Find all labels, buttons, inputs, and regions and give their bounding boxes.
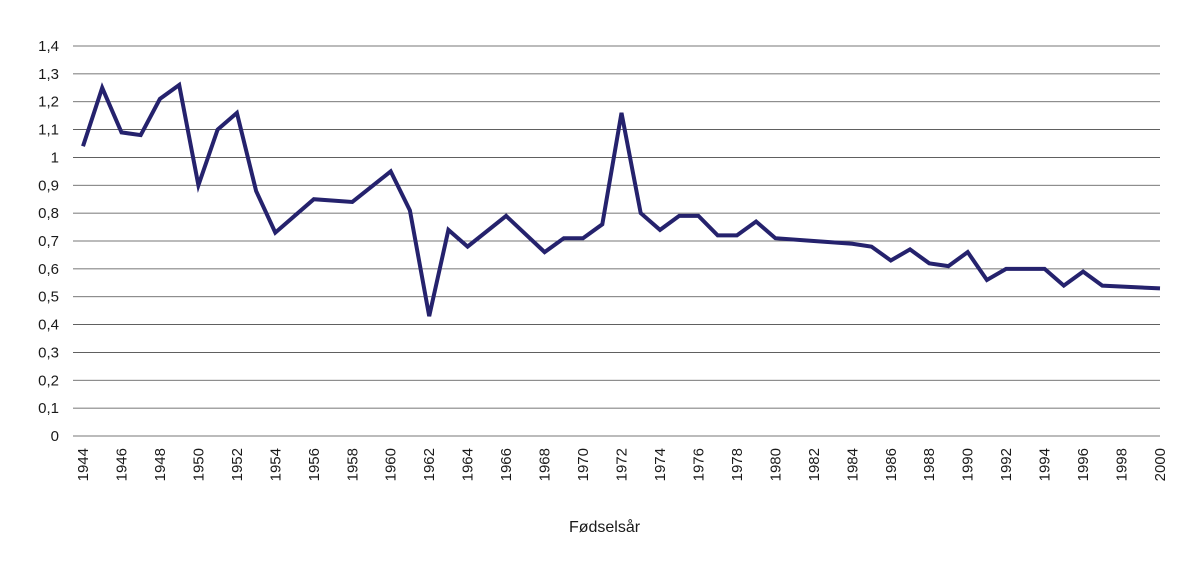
y-tick-label: 0,6 bbox=[38, 261, 59, 278]
x-tick-label: 1962 bbox=[421, 448, 438, 481]
y-tick-label: 1,2 bbox=[38, 94, 59, 111]
x-axis-title: Fødselsår bbox=[569, 518, 641, 536]
x-tick-label: 1982 bbox=[806, 448, 823, 481]
y-tick-label: 0,9 bbox=[38, 177, 59, 194]
y-tick-label: 1,3 bbox=[38, 66, 59, 83]
y-tick-label: 0,5 bbox=[38, 289, 59, 306]
x-tick-label: 1966 bbox=[498, 448, 515, 481]
y-tick-label: 0,1 bbox=[38, 400, 59, 417]
x-tick-label: 1996 bbox=[1075, 448, 1092, 481]
x-tick-label: 1960 bbox=[383, 448, 400, 481]
series-group bbox=[81, 81, 1161, 317]
y-tick-label: 1,4 bbox=[38, 38, 59, 55]
y-tick-label: 0 bbox=[51, 428, 59, 445]
x-tick-label: 1972 bbox=[614, 448, 631, 481]
y-tick-label: 1 bbox=[51, 149, 59, 166]
x-tick-label: 1944 bbox=[75, 448, 92, 481]
y-axis-tick-labels: 0 0,1 0,2 0,3 0,4 0,5 0,6 0,7 0,8 0,9 1 1,1 1,2 1,3 1,… bbox=[38, 38, 59, 445]
x-tick-label: 1998 bbox=[1114, 448, 1131, 481]
x-tick-label: 1948 bbox=[152, 448, 169, 481]
y-tick-label: 0,8 bbox=[38, 205, 59, 222]
x-tick-label: 1992 bbox=[998, 448, 1015, 481]
y-tick-label: 0,4 bbox=[38, 317, 59, 334]
x-axis-tick-labels: 1944 1946 1948 1950 1952 1954 1956 1958 1960 1962… bbox=[75, 448, 1169, 481]
x-tick-label: 1950 bbox=[190, 448, 207, 481]
x-tick-label: 1986 bbox=[883, 448, 900, 481]
x-tick-label: 1958 bbox=[344, 448, 361, 481]
y-tick-label: 0,2 bbox=[38, 372, 59, 389]
x-tick-label: 1990 bbox=[960, 448, 977, 481]
x-tick-label: 1970 bbox=[575, 448, 592, 481]
x-tick-label: 1952 bbox=[229, 448, 246, 481]
series-line bbox=[81, 81, 1161, 317]
x-tick-label: 1956 bbox=[306, 448, 323, 481]
x-tick-label: 1984 bbox=[844, 448, 861, 481]
x-tick-label: 2000 bbox=[1152, 448, 1169, 481]
grid-lines bbox=[73, 45, 1160, 437]
x-tick-label: 1976 bbox=[690, 448, 707, 481]
x-tick-label: 1954 bbox=[267, 448, 284, 481]
x-tick-label: 1988 bbox=[921, 448, 938, 481]
y-tick-label: 0,3 bbox=[38, 344, 59, 361]
x-tick-label: 1964 bbox=[460, 448, 477, 481]
x-tick-label: 1980 bbox=[767, 448, 784, 481]
y-tick-label: 1,1 bbox=[38, 122, 59, 139]
y-tick-label: 0,7 bbox=[38, 233, 59, 250]
x-tick-label: 1978 bbox=[729, 448, 746, 481]
x-tick-label: 1974 bbox=[652, 448, 669, 481]
x-tick-label: 1994 bbox=[1037, 448, 1054, 481]
x-tick-label: 1968 bbox=[537, 448, 554, 481]
x-tick-label: 1946 bbox=[113, 448, 130, 481]
